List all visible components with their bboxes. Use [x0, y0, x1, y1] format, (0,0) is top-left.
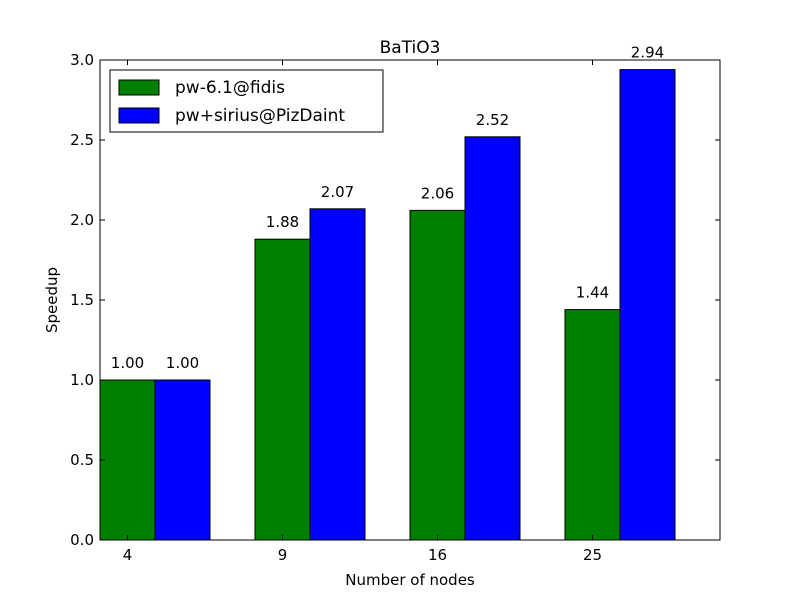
bar-0-16 [409, 209, 466, 541]
y-axis: 0.0 0.5 1.0 1.5 2.0 2.5 3.0 [70, 51, 720, 549]
y-axis-label: Speedup [43, 267, 61, 333]
bar-1-9 [309, 208, 366, 541]
data-label-1-9: 2.07 [321, 183, 354, 201]
data-labels-group: 1.00 1.00 1.88 2.07 2.06 2.52 1.44 2.94 [111, 44, 664, 372]
y-tick-label: 1.5 [70, 291, 94, 309]
data-label-1-16: 2.52 [476, 111, 509, 129]
data-label-0-25: 1.44 [576, 284, 609, 302]
x-tick-label-25: 25 [583, 546, 602, 564]
x-tick-label-4: 4 [123, 546, 133, 564]
bar-0-9 [254, 238, 311, 541]
x-tick-label-16: 16 [428, 546, 447, 564]
y-tick-label: 3.0 [70, 51, 94, 69]
legend-label-fidis: pw-6.1@fidis [175, 78, 285, 98]
legend-swatch-fidis [118, 79, 160, 96]
data-label-1-25: 2.94 [631, 44, 664, 62]
y-tick-label: 1.0 [70, 371, 94, 389]
bar-1-25 [619, 69, 676, 541]
bar-0-4 [99, 379, 156, 541]
bars-group [99, 69, 676, 541]
x-axis-label: Number of nodes [345, 571, 475, 589]
bar-1-4 [154, 379, 211, 541]
data-label-1-4: 1.00 [166, 354, 199, 372]
data-label-0-9: 1.88 [266, 213, 299, 231]
bar-1-16 [464, 136, 521, 541]
y-tick-label: 0.0 [70, 531, 94, 549]
legend: pw-6.1@fidis pw+sirius@PizDaint [109, 69, 384, 133]
y-tick-label: 0.5 [70, 451, 94, 469]
chart-title: BaTiO3 [380, 38, 441, 58]
x-tick-label-9: 9 [278, 546, 288, 564]
legend-label-pizdaint: pw+sirius@PizDaint [175, 106, 345, 126]
data-label-0-4: 1.00 [111, 354, 144, 372]
y-tick-label: 2.0 [70, 211, 94, 229]
x-axis: 4 9 16 25 [123, 60, 602, 564]
data-label-0-16: 2.06 [421, 184, 454, 202]
legend-swatch-pizdaint [118, 107, 160, 124]
bar-0-25 [564, 309, 621, 541]
y-tick-label: 2.5 [70, 131, 94, 149]
